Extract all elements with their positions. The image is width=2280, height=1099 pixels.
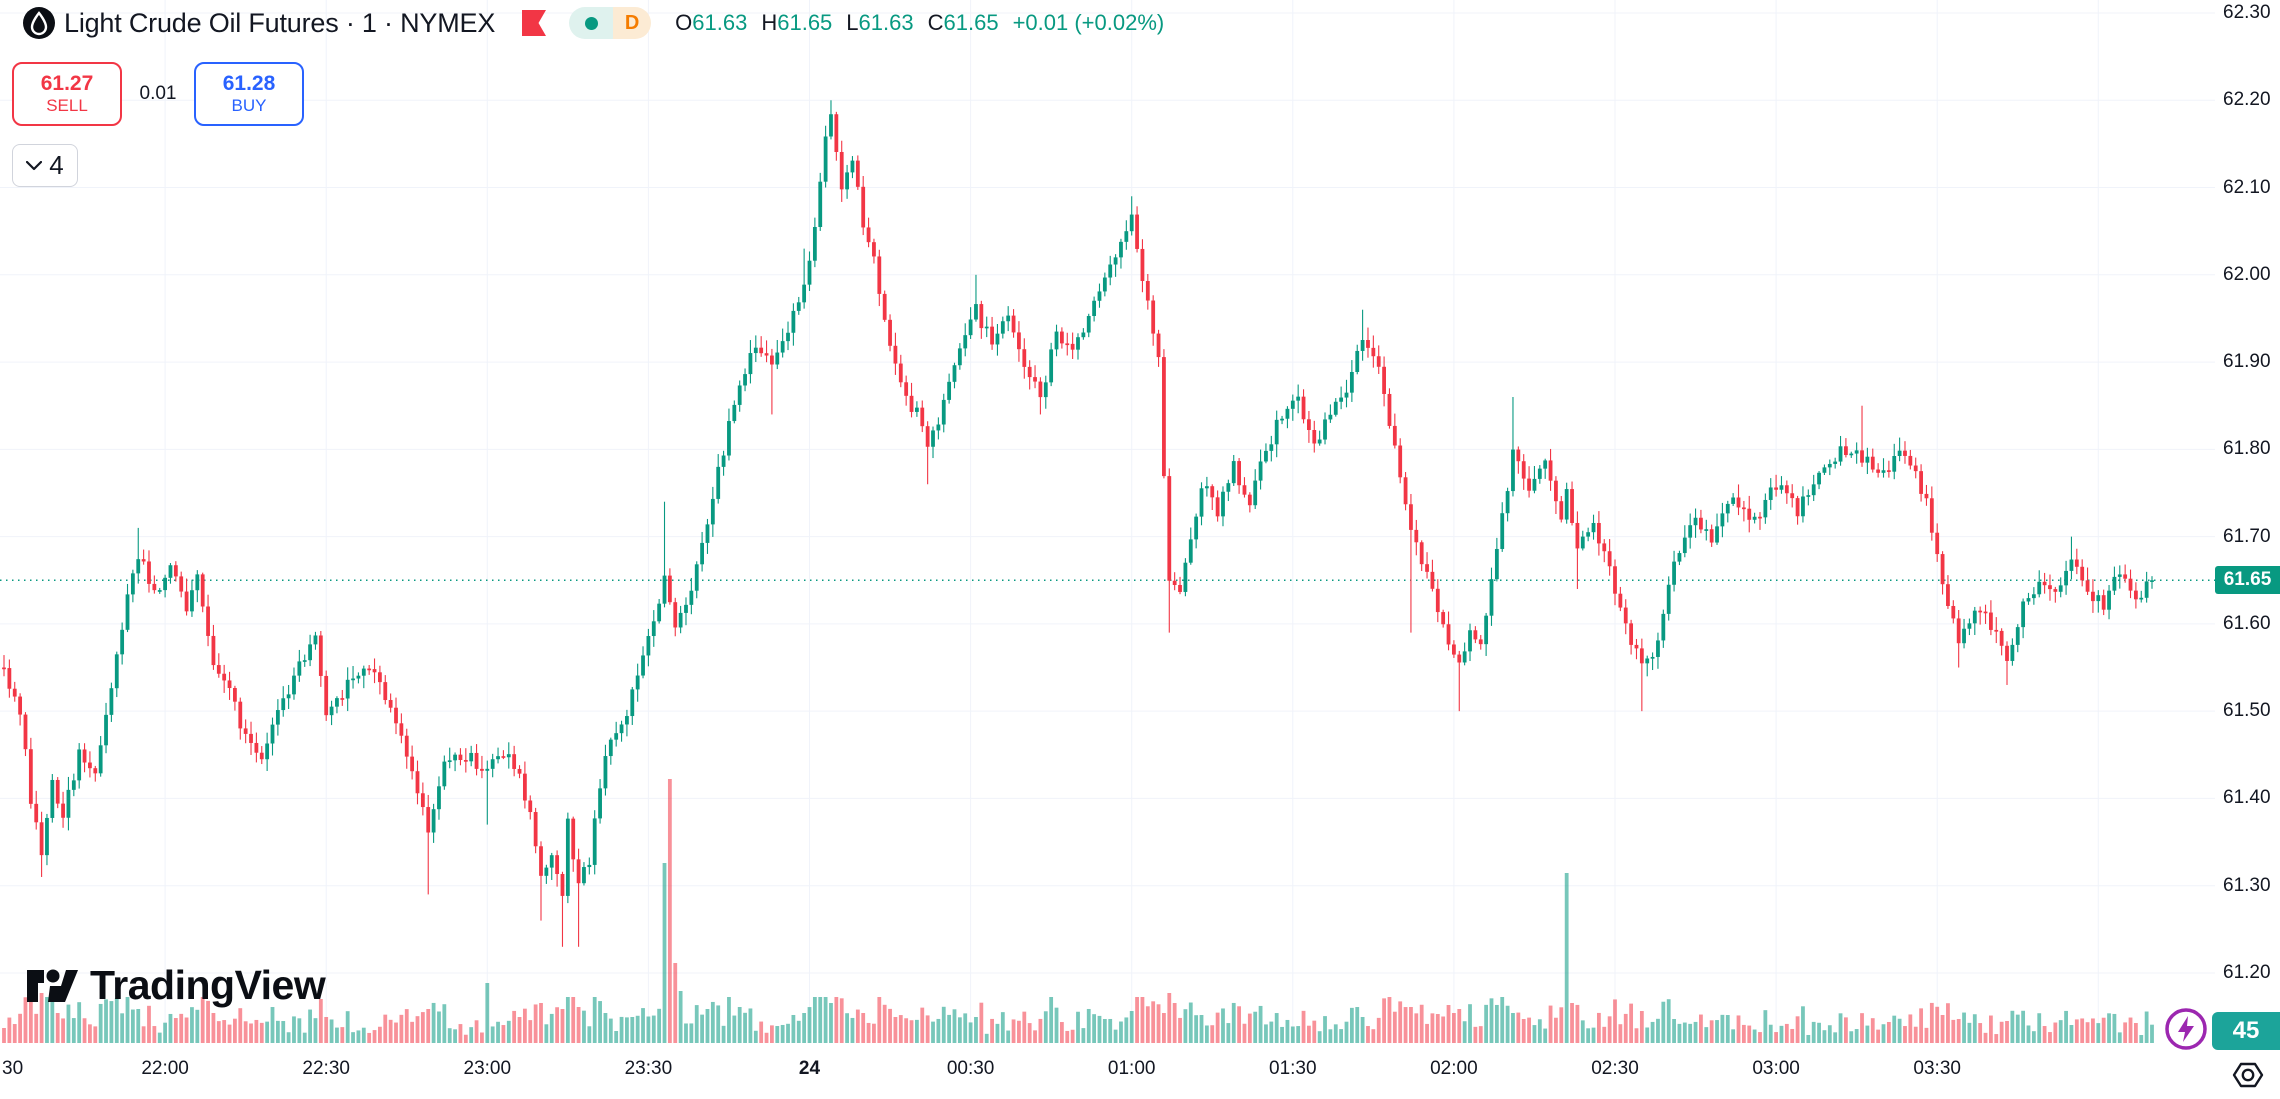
price-tick-label: 62.00 <box>2223 263 2271 285</box>
tradingview-mark-icon <box>27 969 78 1002</box>
buy-button[interactable]: 61.28 BUY <box>194 62 304 126</box>
collapsed-count: 4 <box>49 150 64 180</box>
high-value: 61.65 <box>777 10 833 35</box>
time-tick-label: 23:00 <box>463 1058 512 1079</box>
time-tick-label: 22:30 <box>302 1058 350 1079</box>
oil-drop-icon <box>23 7 55 39</box>
sell-price: 61.27 <box>40 72 94 96</box>
time-tick-label: 02:00 <box>1430 1058 1478 1079</box>
tradingview-wordmark: TradingView <box>90 962 326 1008</box>
interval-status-pill[interactable]: D <box>569 7 652 39</box>
open-label: O <box>675 10 693 35</box>
high-label: H <box>761 10 778 35</box>
time-tick-label: 03:00 <box>1752 1058 1800 1079</box>
time-tick-label: 24 <box>798 1058 821 1079</box>
daily-interval-letter: D <box>624 11 640 34</box>
close-value: 61.65 <box>943 10 999 35</box>
daily-interval-segment: D <box>613 7 652 39</box>
price-axis[interactable]: 61.65 62.30 62.20 62.10 62.00 61.90 61.80 61.7… <box>2215 0 2280 1045</box>
order-panel: 61.27 SELL 0.01 61.28 BUY <box>12 62 304 126</box>
market-status-segment <box>569 7 614 39</box>
candlestick-chart-canvas[interactable] <box>0 0 2215 1045</box>
sell-button[interactable]: 61.27 SELL <box>12 62 122 126</box>
time-tick-label: 22:00 <box>141 1058 189 1079</box>
price-tick-label: 61.50 <box>2223 700 2271 722</box>
last-price-badge: 61.65 <box>2215 566 2280 595</box>
price-tick-label: 61.70 <box>2223 525 2271 547</box>
time-tick-label: 01:30 <box>1269 1058 1317 1079</box>
grid-lines <box>0 0 2215 1043</box>
buy-label: BUY <box>231 96 267 116</box>
price-tick-label: 61.20 <box>2223 961 2271 983</box>
price-tick-label: 62.10 <box>2223 176 2271 198</box>
market-open-dot-icon <box>584 16 598 30</box>
time-tick-label: 00:30 <box>946 1058 995 1079</box>
time-tick-label: 30 <box>2 1058 24 1079</box>
price-tick-label: 61.40 <box>2223 787 2271 809</box>
ohlc-readout: O 61.63 H 61.65 L 61.63 C 61.65 +0.01 (+0.02… <box>675 10 1164 36</box>
spread-value: 0.01 <box>139 83 177 104</box>
time-tick-label: 23:30 <box>624 1058 673 1079</box>
symbol-title[interactable]: Light Crude Oil Futures · 1 · NYMEX <box>64 7 496 38</box>
price-tick-label: 61.60 <box>2223 612 2271 634</box>
price-tick-label: 61.80 <box>2223 438 2271 460</box>
boost-lightning-icon[interactable] <box>2163 1006 2209 1052</box>
bar-countdown-badge: 45 <box>2212 1012 2280 1050</box>
low-label: L <box>846 10 859 35</box>
close-label: C <box>927 10 944 35</box>
sell-label: SELL <box>46 96 88 116</box>
tradingview-logo[interactable]: TradingView <box>26 962 326 1009</box>
price-tick-label: 62.20 <box>2223 89 2271 111</box>
time-tick-label: 01:00 <box>1107 1058 1156 1079</box>
flag-icon[interactable] <box>521 9 547 37</box>
time-tick-label: 03:30 <box>1913 1058 1961 1079</box>
price-tick-label: 61.30 <box>2223 874 2271 896</box>
price-tick-label: 62.30 <box>2223 2 2271 23</box>
buy-price: 61.28 <box>222 72 276 96</box>
chevron-down-icon <box>26 160 43 170</box>
collapsed-indicators-button[interactable]: 4 <box>12 144 78 187</box>
price-axis-settings-gear-icon[interactable] <box>2231 1058 2265 1092</box>
candles <box>2 100 2154 947</box>
change-value: +0.01 (+0.02%) <box>1012 10 1165 35</box>
time-tick-label: 02:30 <box>1591 1058 1639 1079</box>
open-value: 61.63 <box>692 10 748 35</box>
time-axis[interactable]: 30 22:00 22:30 23:00 23:30 24 00:30 01:00 01:30 0… <box>0 1045 2215 1099</box>
low-value: 61.63 <box>858 10 914 35</box>
price-tick-label: 61.90 <box>2223 351 2271 373</box>
volume-bars <box>2 779 2154 1043</box>
